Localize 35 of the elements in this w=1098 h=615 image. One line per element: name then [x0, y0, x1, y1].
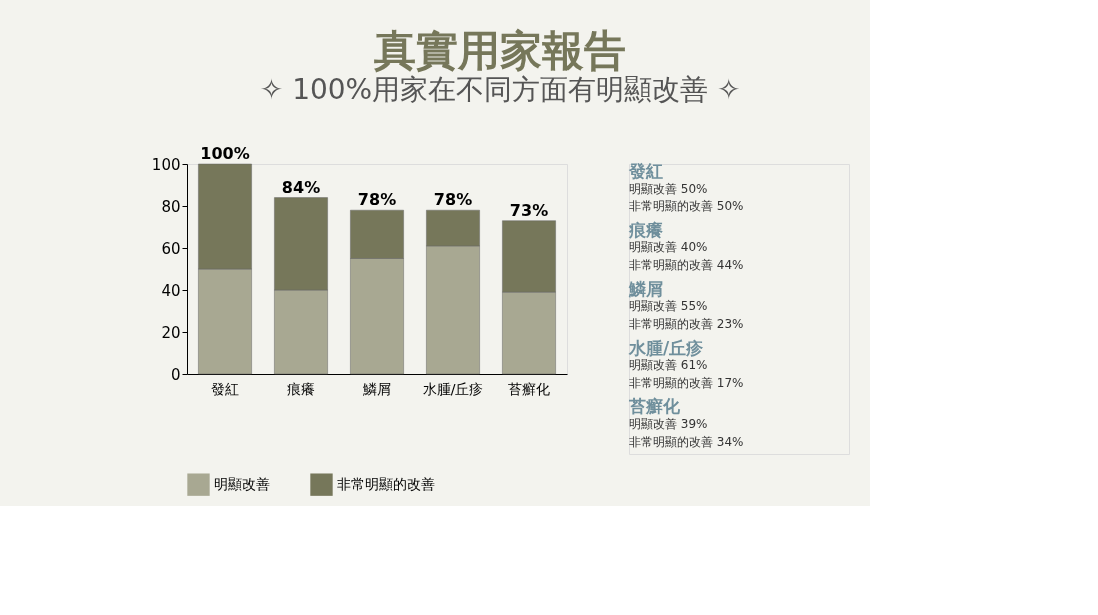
chart-subtitle: ✧ 100%用家在不同方面有明顯改善 ✧ — [259, 72, 741, 106]
x-tick-label: 發紅 — [211, 380, 239, 397]
text: 苔癬化 — [628, 396, 681, 417]
text: 非常明顯的改善 50% — [629, 199, 744, 214]
total-label: 73% — [509, 200, 549, 220]
y-tick-label: 40 — [161, 281, 181, 300]
text: 鱗屑 — [628, 278, 663, 299]
x-tick-label: 鱗屑 — [363, 380, 391, 397]
total-label: 100% — [200, 144, 250, 163]
y-tick-label: 20 — [161, 323, 181, 342]
legend-label: 明顯改善 — [214, 475, 270, 492]
text: 非常明顯的改善 44% — [629, 257, 744, 272]
x-tick-label: 水腫/丘疹 — [422, 380, 484, 397]
text: 明顯改善 55% — [629, 299, 708, 314]
x-tick-label: 苔癬化 — [508, 380, 550, 397]
text: 明顯改善 61% — [629, 358, 708, 373]
x-tick-label: 痕癢 — [287, 380, 315, 397]
total-label: 78% — [357, 190, 397, 210]
legend-label: 非常明顯的改善 — [337, 475, 435, 492]
text: 非常明顯的改善 23% — [629, 316, 744, 331]
y-tick-label: 80 — [161, 197, 181, 216]
total-label: 78% — [433, 190, 473, 210]
text: 非常明顯的改善 17% — [629, 375, 744, 390]
text: 明顯改善 50% — [629, 181, 708, 196]
text: 明顯改善 39% — [629, 417, 708, 432]
chart-title: 真實用家報告 — [373, 25, 627, 75]
text: 非常明顯的改善 34% — [629, 434, 744, 449]
y-tick-label: 60 — [161, 239, 181, 258]
text: 痕癢 — [628, 219, 663, 240]
total-label: 84% — [281, 177, 321, 197]
text: 發紅 — [628, 161, 663, 181]
text: 明顯改善 40% — [629, 240, 708, 255]
y-tick-label: 100 — [151, 155, 181, 174]
text: 水腫/丘疹 — [628, 337, 705, 358]
y-tick-label: 0 — [170, 365, 181, 384]
